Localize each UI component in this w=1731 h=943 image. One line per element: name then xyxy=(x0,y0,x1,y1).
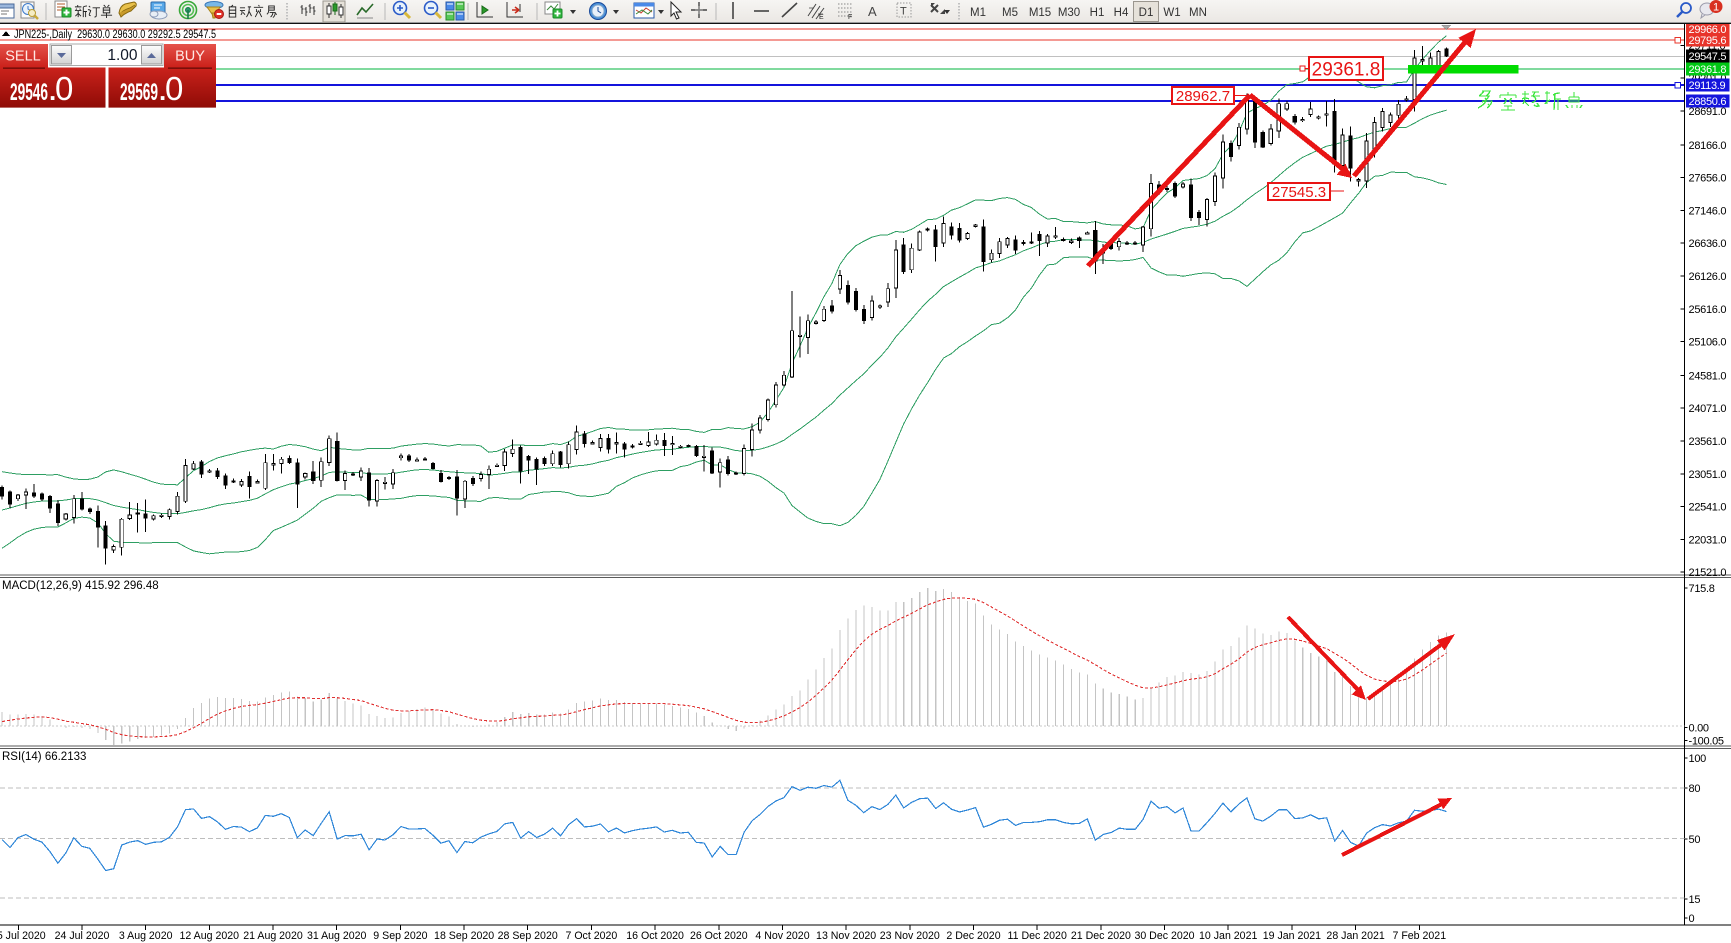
svg-text:SELL: SELL xyxy=(5,49,40,65)
svg-text:0.00: 0.00 xyxy=(1689,723,1709,735)
svg-text:23051.0: 23051.0 xyxy=(1689,469,1727,481)
svg-text:26126.0: 26126.0 xyxy=(1689,271,1727,283)
svg-text:24 Jul 2020: 24 Jul 2020 xyxy=(55,930,110,942)
svg-text:50: 50 xyxy=(1689,834,1701,846)
svg-text:0: 0 xyxy=(1689,913,1695,925)
svg-text:2 Dec 2020: 2 Dec 2020 xyxy=(946,930,1000,942)
svg-text:23561.0: 23561.0 xyxy=(1689,436,1727,448)
svg-text:28850.6: 28850.6 xyxy=(1689,96,1727,108)
svg-text:28691.0: 28691.0 xyxy=(1689,106,1727,118)
svg-text:9 Sep 2020: 9 Sep 2020 xyxy=(373,930,427,942)
svg-text:1.00: 1.00 xyxy=(107,47,138,64)
svg-text:25106.0: 25106.0 xyxy=(1689,337,1727,349)
svg-text:29966.0: 29966.0 xyxy=(1689,24,1727,36)
svg-text:15 Jul 2020: 15 Jul 2020 xyxy=(0,930,46,942)
svg-text:19 Jan 2021: 19 Jan 2021 xyxy=(1263,930,1321,942)
svg-text:29113.9: 29113.9 xyxy=(1689,80,1726,92)
svg-text:M30: M30 xyxy=(1058,7,1080,19)
svg-text:18 Sep 2020: 18 Sep 2020 xyxy=(434,930,494,942)
svg-text:M5: M5 xyxy=(1002,7,1018,19)
svg-text:W1: W1 xyxy=(1163,7,1180,19)
svg-text:7 Feb 2021: 7 Feb 2021 xyxy=(1392,930,1446,942)
svg-text:H1: H1 xyxy=(1090,7,1105,19)
svg-text:A: A xyxy=(868,4,877,19)
svg-text:715.8: 715.8 xyxy=(1689,583,1715,595)
svg-text:27656.0: 27656.0 xyxy=(1689,173,1727,185)
svg-text:.: . xyxy=(49,76,56,106)
svg-text:M15: M15 xyxy=(1029,7,1051,19)
svg-text:7 Oct 2020: 7 Oct 2020 xyxy=(565,930,617,942)
svg-text:.: . xyxy=(159,76,166,106)
svg-text:BUY: BUY xyxy=(175,49,205,65)
svg-text:MN: MN xyxy=(1189,7,1207,19)
svg-text:H4: H4 xyxy=(1114,7,1129,19)
svg-text:22541.0: 22541.0 xyxy=(1689,502,1727,514)
svg-text:0: 0 xyxy=(165,70,183,107)
svg-text:-100.05: -100.05 xyxy=(1689,736,1724,748)
svg-text:29361.8: 29361.8 xyxy=(1689,64,1727,76)
svg-text:JPN225-,Daily 29630.0 29630.0: JPN225-,Daily 29630.0 29630.0 29292.5 29… xyxy=(14,29,216,41)
svg-text:28 Sep 2020: 28 Sep 2020 xyxy=(498,930,558,942)
svg-text:16 Oct 2020: 16 Oct 2020 xyxy=(626,930,684,942)
svg-text:21521.0: 21521.0 xyxy=(1689,567,1727,579)
svg-text:E: E xyxy=(819,14,824,21)
svg-text:11 Dec 2020: 11 Dec 2020 xyxy=(1008,930,1067,942)
svg-text:12 Aug 2020: 12 Aug 2020 xyxy=(180,930,240,942)
svg-text:27146.0: 27146.0 xyxy=(1689,205,1727,217)
svg-text:29547.5: 29547.5 xyxy=(1689,51,1727,63)
svg-text:80: 80 xyxy=(1689,783,1701,795)
svg-text:28962.7: 28962.7 xyxy=(1176,88,1230,105)
svg-text:28166.0: 28166.0 xyxy=(1689,140,1727,152)
svg-text:24071.0: 24071.0 xyxy=(1689,403,1727,415)
svg-text:28 Jan 2021: 28 Jan 2021 xyxy=(1326,930,1384,942)
svg-text:MACD(12,26,9) 415.92 296.48: MACD(12,26,9) 415.92 296.48 xyxy=(2,580,159,592)
svg-text:100: 100 xyxy=(1689,753,1707,765)
svg-text:4 Nov 2020: 4 Nov 2020 xyxy=(755,930,809,942)
svg-text:29795.6: 29795.6 xyxy=(1689,35,1727,47)
svg-text:15: 15 xyxy=(1689,894,1701,906)
svg-text:10 Jan 2021: 10 Jan 2021 xyxy=(1199,930,1257,942)
svg-text:24581.0: 24581.0 xyxy=(1689,370,1727,382)
svg-text:3 Aug 2020: 3 Aug 2020 xyxy=(119,930,173,942)
svg-text:29569: 29569 xyxy=(120,79,158,106)
svg-text:1: 1 xyxy=(1713,2,1719,14)
svg-text:0: 0 xyxy=(55,70,73,107)
svg-text:25616.0: 25616.0 xyxy=(1689,304,1727,316)
svg-text:T: T xyxy=(900,6,907,18)
svg-text:23 Nov 2020: 23 Nov 2020 xyxy=(880,930,940,942)
svg-text:21 Dec 2020: 21 Dec 2020 xyxy=(1071,930,1131,942)
svg-text:D1: D1 xyxy=(1139,7,1154,19)
svg-text:26636.0: 26636.0 xyxy=(1689,238,1727,250)
svg-text:21 Aug 2020: 21 Aug 2020 xyxy=(243,930,303,942)
svg-text:30 Dec 2020: 30 Dec 2020 xyxy=(1134,930,1194,942)
svg-text:13 Nov 2020: 13 Nov 2020 xyxy=(816,930,876,942)
svg-text:26 Oct 2020: 26 Oct 2020 xyxy=(690,930,748,942)
svg-text:29361.8: 29361.8 xyxy=(1312,59,1381,80)
svg-text:22031.0: 22031.0 xyxy=(1689,534,1727,546)
svg-text:M1: M1 xyxy=(970,7,986,19)
svg-text:31 Aug 2020: 31 Aug 2020 xyxy=(307,930,367,942)
svg-text:29546: 29546 xyxy=(10,79,48,106)
svg-text:27545.3: 27545.3 xyxy=(1272,184,1326,201)
svg-text:RSI(14) 66.2133: RSI(14) 66.2133 xyxy=(2,751,86,763)
svg-text:F: F xyxy=(848,14,852,21)
